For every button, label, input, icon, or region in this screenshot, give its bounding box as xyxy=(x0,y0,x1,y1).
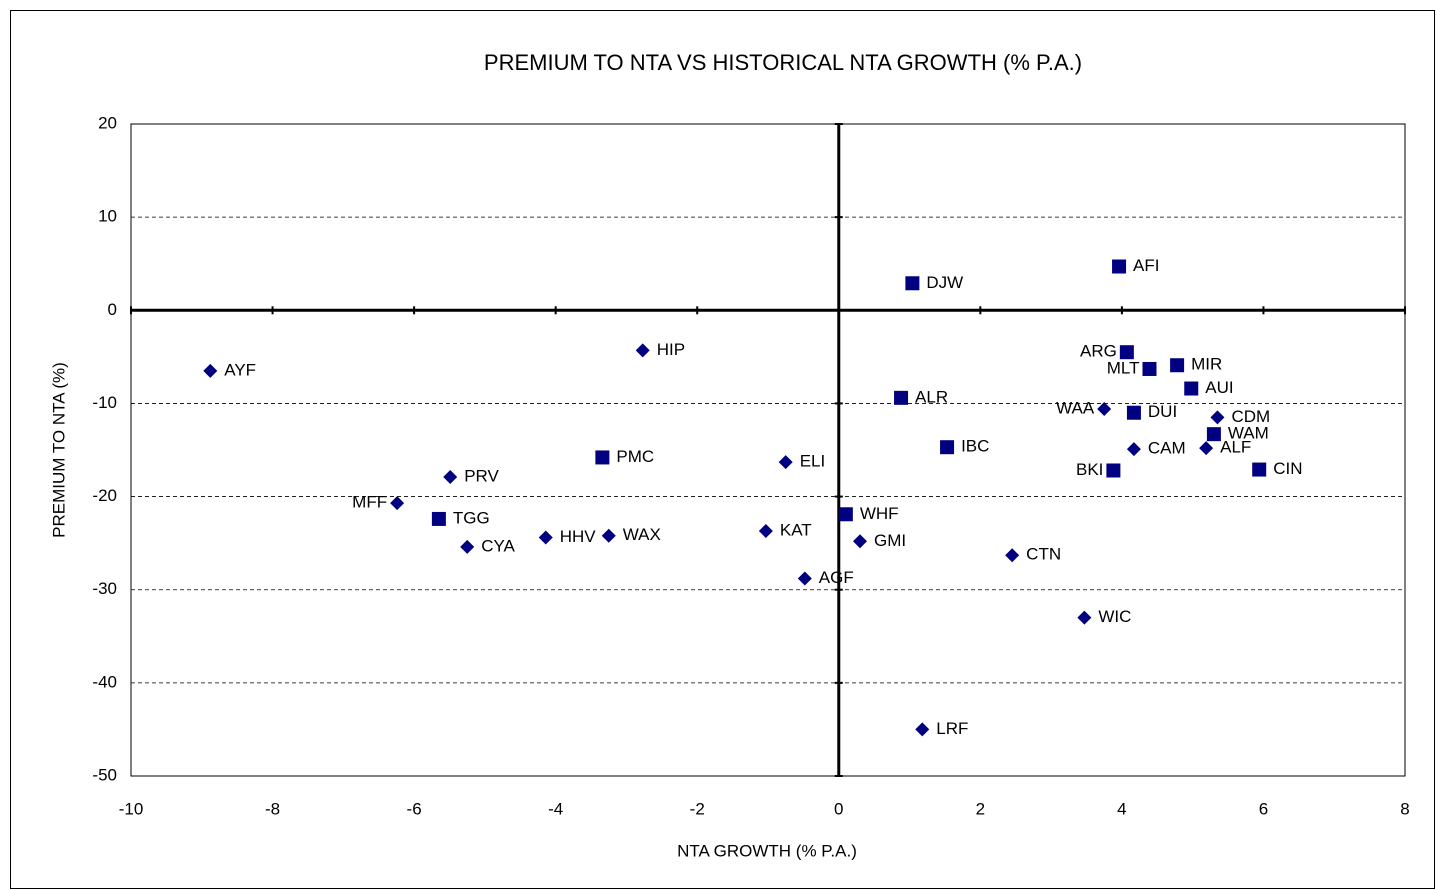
point-label: CDM xyxy=(1231,407,1270,426)
x-tick-label: -4 xyxy=(548,799,563,818)
square-marker xyxy=(1184,381,1199,396)
diamond-marker xyxy=(1097,402,1112,417)
y-tick-label: 0 xyxy=(108,300,117,319)
y-tick-label: 10 xyxy=(98,207,117,226)
point-label: DJW xyxy=(926,273,963,292)
diamond-marker xyxy=(853,534,868,549)
point-label: AGF xyxy=(819,568,854,587)
point-label: ALR xyxy=(915,387,948,406)
square-marker xyxy=(1142,361,1157,376)
point-label: ELI xyxy=(800,452,826,471)
point-label: MFF xyxy=(352,493,387,512)
y-tick-label: -40 xyxy=(92,672,117,691)
point-label: IBC xyxy=(961,437,989,456)
point-label: ALF xyxy=(1220,438,1251,457)
diamond-marker xyxy=(443,470,458,485)
point-label: WAA xyxy=(1056,399,1095,418)
x-tick-label: 8 xyxy=(1400,799,1409,818)
point-label: WAM xyxy=(1228,424,1269,443)
diamond-marker xyxy=(390,496,405,511)
square-marker xyxy=(905,276,920,291)
y-tick-label: 20 xyxy=(98,113,117,132)
point-label: KAT xyxy=(780,521,812,540)
y-tick-label: -10 xyxy=(92,393,117,412)
diamond-marker xyxy=(778,455,793,470)
point-label: HIP xyxy=(657,340,685,359)
y-tick-label: -20 xyxy=(92,486,117,505)
diamond-marker xyxy=(601,528,616,543)
diamond-marker xyxy=(1005,548,1020,563)
square-marker xyxy=(1106,463,1121,478)
point-label: WIC xyxy=(1098,607,1131,626)
square-marker xyxy=(1126,405,1141,420)
square-marker xyxy=(1119,345,1134,360)
x-tick-label: 0 xyxy=(834,799,843,818)
square-marker xyxy=(838,507,853,522)
diamond-marker xyxy=(1210,410,1225,425)
square-marker xyxy=(1206,427,1221,442)
x-tick-label: 6 xyxy=(1259,799,1268,818)
diamond-marker xyxy=(797,571,812,586)
diamond-marker xyxy=(915,722,930,737)
chart-frame xyxy=(10,10,1435,889)
diamond-marker xyxy=(1199,441,1214,456)
diamond-marker xyxy=(1126,442,1141,457)
square-marker xyxy=(894,390,909,405)
square-marker xyxy=(1252,462,1267,477)
point-label: HHV xyxy=(560,527,597,546)
point-label: MIR xyxy=(1191,355,1222,374)
point-label: WHF xyxy=(860,504,899,523)
x-tick-label: 2 xyxy=(976,799,985,818)
x-tick-label: -2 xyxy=(690,799,705,818)
point-label: CAM xyxy=(1148,439,1186,458)
point-label: TGG xyxy=(453,508,490,527)
point-label: AYF xyxy=(224,360,256,379)
point-label: CYA xyxy=(481,536,515,555)
diamond-marker xyxy=(758,524,773,539)
point-label: AFI xyxy=(1133,256,1159,275)
point-label: MLT xyxy=(1107,358,1140,377)
point-label: AUI xyxy=(1205,378,1233,397)
square-marker xyxy=(940,440,955,455)
x-tick-label: -6 xyxy=(407,799,422,818)
x-tick-label: -10 xyxy=(119,799,144,818)
square-marker xyxy=(1170,358,1185,373)
point-label: BKI xyxy=(1076,460,1103,479)
plot-area xyxy=(130,123,1406,777)
x-tick-label: 4 xyxy=(1117,799,1126,818)
point-label: WAX xyxy=(623,525,661,544)
point-label: PRV xyxy=(464,466,499,485)
y-axis-title: PREMIUM TO NTA (%) xyxy=(49,362,68,538)
point-label: LRF xyxy=(936,719,968,738)
square-marker xyxy=(1112,259,1127,274)
diamond-marker xyxy=(1077,610,1092,625)
diamond-marker xyxy=(635,343,650,358)
square-marker xyxy=(595,450,610,465)
point-label: GMI xyxy=(874,531,906,550)
point-label: ARG xyxy=(1080,342,1117,361)
x-tick-label: -8 xyxy=(265,799,280,818)
square-marker xyxy=(431,511,446,526)
x-axis-title: NTA GROWTH (% P.A.) xyxy=(677,841,857,860)
point-label: CIN xyxy=(1273,459,1302,478)
diamond-marker xyxy=(538,530,553,545)
point-label: DUI xyxy=(1148,402,1177,421)
diamond-marker xyxy=(460,539,475,554)
point-label: PMC xyxy=(616,447,654,466)
chart-title: PREMIUM TO NTA VS HISTORICAL NTA GROWTH … xyxy=(484,50,1082,75)
y-tick-label: -50 xyxy=(92,765,117,784)
y-tick-label: -30 xyxy=(92,579,117,598)
point-label: CTN xyxy=(1026,545,1061,564)
diamond-marker xyxy=(203,363,218,378)
